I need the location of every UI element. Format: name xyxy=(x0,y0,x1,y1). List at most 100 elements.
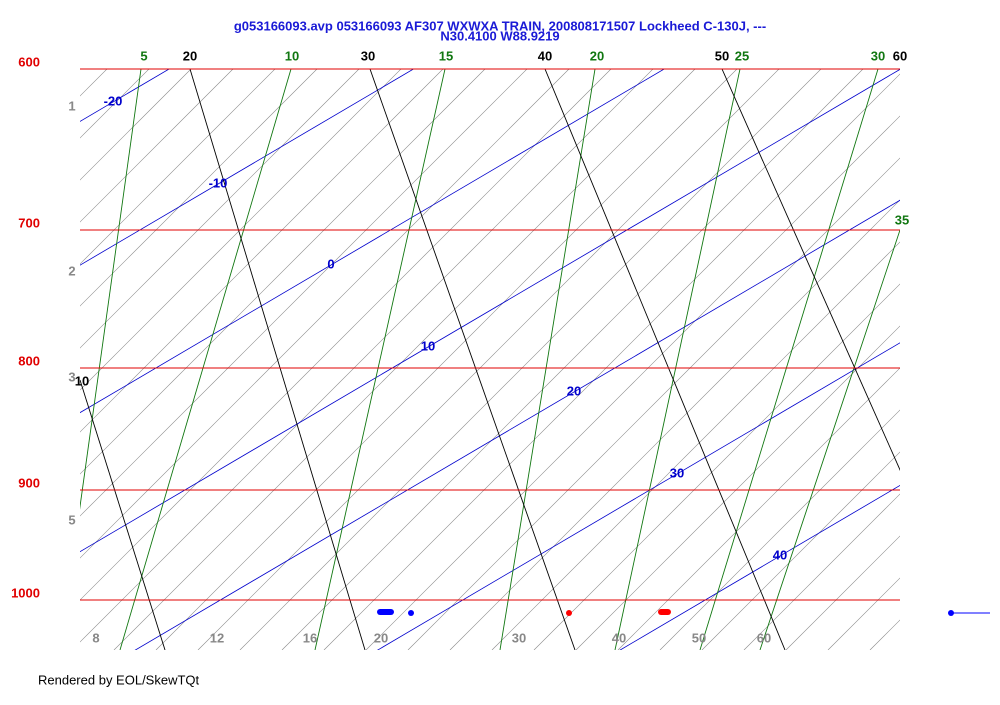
gray-line xyxy=(80,69,612,601)
gray-line xyxy=(113,69,696,650)
gray-line xyxy=(491,241,900,650)
green-label: 30 xyxy=(871,48,885,63)
gray-line xyxy=(80,69,654,643)
gray-label: 20 xyxy=(374,630,388,645)
top-label: 30 xyxy=(361,48,375,63)
pressure-label: 700 xyxy=(18,215,40,230)
gray-line xyxy=(197,69,780,650)
black-line xyxy=(369,69,576,650)
wind-point xyxy=(948,610,954,616)
gray-line xyxy=(869,619,900,650)
top-label: 40 xyxy=(538,48,552,63)
gray-line xyxy=(80,69,318,307)
gray-line xyxy=(954,10,1000,650)
isotherm-label: 40 xyxy=(773,547,787,562)
gray-line xyxy=(155,69,738,650)
black-line xyxy=(80,379,166,650)
isotherm-label: -20 xyxy=(104,93,123,108)
gray-line xyxy=(80,69,444,433)
pressure-label: 600 xyxy=(18,54,40,69)
green-label: 35 xyxy=(895,212,909,227)
isotherm-label: 0 xyxy=(327,256,334,271)
isotherm xyxy=(80,69,415,266)
sounding-points xyxy=(377,609,990,616)
title: g053166093.avp 053166093 AF307 WXWXA TRA… xyxy=(234,18,766,33)
dewpoint-point xyxy=(408,610,414,616)
gray-line xyxy=(80,69,570,559)
gray-label: 3 xyxy=(68,369,75,384)
gray-line xyxy=(743,493,900,650)
green-line xyxy=(614,69,741,650)
gray-label: 12 xyxy=(210,630,224,645)
black-line xyxy=(189,69,366,650)
gray-label: 1 xyxy=(68,98,75,113)
gray-line xyxy=(533,283,900,650)
isotherm-label: 10 xyxy=(421,338,435,353)
gray-label: 5 xyxy=(68,512,75,527)
gray-line xyxy=(239,69,822,650)
green-label: 15 xyxy=(439,48,453,63)
gray-line xyxy=(80,69,150,139)
top-label: 60 xyxy=(893,48,907,63)
gray-line xyxy=(407,157,900,650)
gray-label: 30 xyxy=(512,630,526,645)
top-label: 50 xyxy=(715,48,729,63)
gray-line xyxy=(785,535,900,650)
green-line xyxy=(759,229,900,650)
green-line xyxy=(314,69,446,650)
gray-line xyxy=(80,69,528,517)
isotherm-label: -10 xyxy=(209,175,228,190)
gray-line xyxy=(449,199,900,650)
gray-label: 16 xyxy=(303,630,317,645)
gray-label: 40 xyxy=(612,630,626,645)
isotherm-label: 20 xyxy=(567,383,581,398)
green-label: 5 xyxy=(140,48,147,63)
isotherm xyxy=(377,342,900,650)
green-label: 20 xyxy=(590,48,604,63)
gray-label: 60 xyxy=(757,630,771,645)
gray-line xyxy=(80,69,402,391)
footer: Rendered by EOL/SkewTQt xyxy=(38,672,200,687)
gray-line xyxy=(281,69,864,650)
gray-line xyxy=(617,367,900,650)
gray-line xyxy=(80,69,234,223)
isotherm-label: 30 xyxy=(670,465,684,480)
gray-line xyxy=(659,409,900,650)
isotherm xyxy=(80,69,170,122)
green-line xyxy=(119,69,292,650)
gray-line xyxy=(80,69,108,97)
temperature-point xyxy=(566,610,572,616)
gray-line xyxy=(323,73,900,650)
gray-line xyxy=(575,325,900,650)
black-line xyxy=(721,69,900,471)
gray-label: 8 xyxy=(92,630,99,645)
left-label: 10 xyxy=(75,373,89,388)
pressure-label: 900 xyxy=(18,475,40,490)
gray-line xyxy=(365,115,900,650)
green-label: 10 xyxy=(285,48,299,63)
gray-label: 2 xyxy=(68,263,75,278)
green-line xyxy=(499,69,596,650)
pressure-label: 800 xyxy=(18,353,40,368)
green-line xyxy=(80,69,142,510)
gray-line xyxy=(912,10,1000,650)
gray-line xyxy=(80,69,276,265)
pressure-label: 1000 xyxy=(11,585,40,600)
gray-line xyxy=(701,451,900,650)
isotherm xyxy=(80,69,665,414)
gray-line xyxy=(0,10,40,650)
gray-line xyxy=(80,69,192,181)
isotherm xyxy=(619,484,900,650)
green-label: 25 xyxy=(735,48,749,63)
subtitle: N30.4100 W88.9219 xyxy=(440,28,559,43)
gray-line xyxy=(80,69,360,349)
gray-label: 50 xyxy=(692,630,706,645)
gray-line xyxy=(80,69,486,475)
black-line xyxy=(544,69,786,650)
gray-line xyxy=(996,10,1000,650)
isotherm xyxy=(134,199,900,650)
top-label: 20 xyxy=(183,48,197,63)
